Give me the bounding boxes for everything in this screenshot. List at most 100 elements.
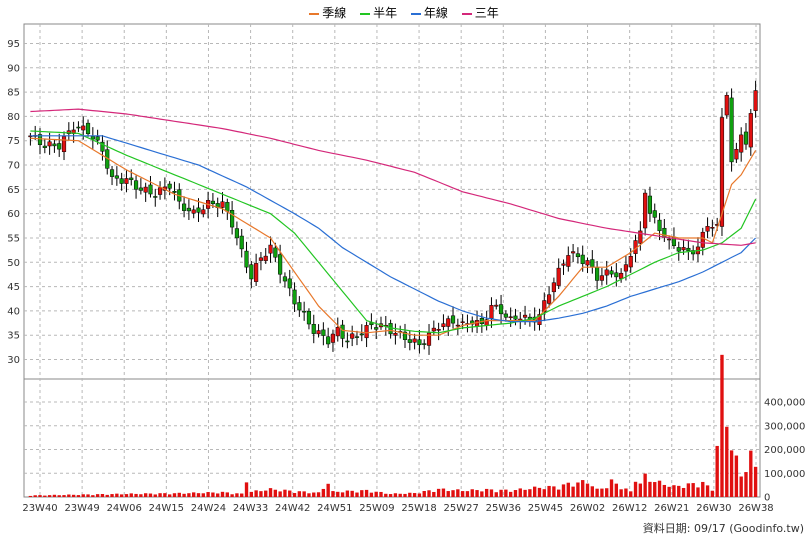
volume-bar	[705, 485, 710, 497]
volume-bar	[576, 482, 580, 497]
volume-bar	[446, 491, 450, 497]
candle-body	[234, 228, 239, 239]
volume-bar	[542, 489, 546, 497]
candle-body	[724, 95, 729, 116]
volume-bar	[340, 492, 345, 497]
volume-bar	[187, 493, 191, 497]
volume-bar	[701, 481, 705, 497]
candle-body	[278, 254, 283, 275]
volume-bar	[172, 493, 177, 497]
candle-body	[753, 90, 758, 111]
volume-bar	[403, 493, 407, 497]
candle-body	[446, 318, 451, 327]
volume-bar	[729, 450, 734, 497]
candle-body	[258, 257, 264, 261]
candle-body	[220, 201, 225, 208]
candle-body	[153, 196, 158, 198]
volume-bar	[513, 490, 518, 497]
legend-label: 年線	[423, 6, 448, 20]
candle-body	[268, 244, 273, 254]
candle-body	[244, 250, 249, 268]
volume-bar	[201, 493, 205, 497]
time-tick-label: 23W49	[64, 503, 99, 514]
volume-bar	[725, 426, 729, 497]
volume-bar	[129, 493, 133, 497]
candle-body	[374, 327, 379, 330]
candle-body	[417, 339, 422, 346]
candle-body	[57, 143, 62, 150]
price-tick-label: 80	[7, 112, 20, 123]
volume-bar	[379, 491, 383, 497]
legend-item-year: 年線	[410, 4, 448, 21]
volume-bar	[581, 480, 585, 497]
volume-bar	[657, 480, 662, 497]
volume-bar	[345, 490, 350, 497]
candle-body	[316, 330, 321, 335]
candle-body	[47, 141, 52, 147]
candle-body	[494, 304, 499, 307]
time-tick-label: 26W21	[654, 503, 689, 514]
volume-bar	[484, 488, 489, 497]
volume-bar	[451, 490, 455, 497]
time-tick-label: 23W40	[22, 503, 57, 514]
volume-bar	[691, 483, 695, 497]
candle-body	[321, 329, 326, 336]
candle-body	[95, 136, 100, 141]
candle-body	[254, 263, 259, 282]
candle-body	[76, 126, 81, 129]
volume-bar	[182, 493, 186, 497]
candle-body	[326, 336, 331, 345]
volume-bar	[739, 476, 743, 497]
candle-body	[743, 131, 749, 145]
time-tick-label: 25W27	[444, 503, 479, 514]
volume-bar	[240, 493, 244, 497]
volume-bar	[585, 483, 590, 497]
volume-bar	[677, 485, 681, 497]
volume-bar	[384, 493, 388, 497]
volume-bar	[119, 494, 124, 497]
volume-bar	[696, 487, 700, 497]
ma-line-3	[30, 108, 756, 246]
volume-bar	[561, 484, 566, 497]
volume-bar	[528, 489, 532, 497]
volume-bar	[62, 495, 66, 497]
candle-body	[729, 97, 734, 163]
legend-swatch	[360, 12, 371, 15]
volume-bar	[408, 492, 412, 497]
legend-swatch	[309, 12, 320, 15]
candle-body	[148, 184, 153, 195]
volume-bar	[225, 492, 229, 497]
price-tick-label: 90	[7, 63, 20, 74]
ma-line-1	[30, 130, 757, 334]
volume-bar	[571, 486, 575, 497]
candle-body	[638, 230, 643, 244]
volume-bar	[605, 488, 609, 497]
candle-body	[455, 324, 460, 327]
volume-bar	[681, 487, 686, 497]
candle-body	[66, 130, 71, 134]
volume-bar	[259, 491, 263, 497]
candle-body	[503, 313, 508, 318]
candle-body	[614, 272, 619, 278]
candle-body	[474, 320, 480, 327]
candle-body	[551, 282, 556, 293]
time-tick-label: 26W12	[612, 503, 647, 514]
volume-bar	[192, 492, 196, 497]
candle-body	[619, 272, 624, 279]
volume-bar	[667, 486, 671, 497]
candle-body	[748, 113, 753, 148]
candle-body	[580, 254, 585, 264]
candle-body	[691, 250, 696, 255]
candle-body	[585, 260, 590, 266]
volume-bar	[614, 483, 619, 497]
price-tick-label: 55	[7, 233, 20, 244]
volume-bar	[753, 466, 758, 497]
candle-body	[662, 227, 667, 238]
candle-body	[172, 191, 177, 193]
volume-bar	[264, 490, 268, 497]
volume-bar	[76, 495, 81, 497]
volume-bar	[720, 354, 724, 497]
legend: 季線 半年 年線 三年	[0, 4, 808, 21]
candle-body	[537, 314, 542, 325]
volume-bar	[749, 450, 753, 497]
